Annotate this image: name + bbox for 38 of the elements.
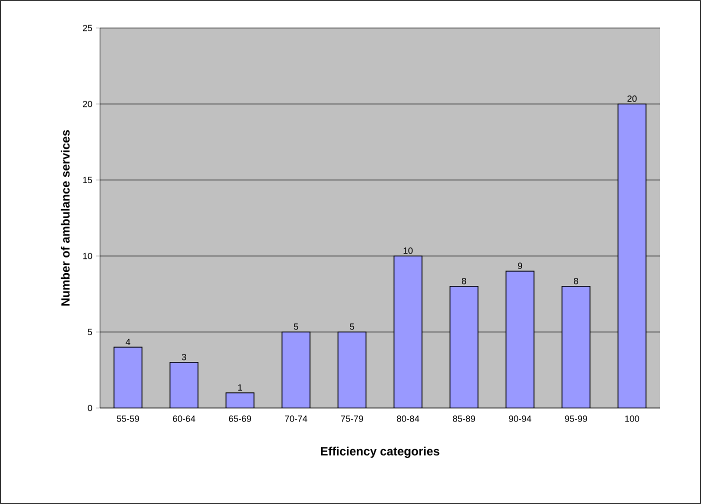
y-tick-label: 10 [83,252,92,260]
bar [394,256,422,408]
x-tick-label: 55-59 [116,416,140,422]
bar [618,104,646,408]
x-axis-title: Efficiency categories [321,446,440,458]
data-label: 10 [404,247,413,254]
data-label: 1 [238,384,242,391]
data-label: 20 [627,95,637,102]
x-tick-label: 60-64 [172,416,196,422]
bar [338,332,366,408]
y-tick-label: 0 [88,404,92,412]
x-tick-label: 95-99 [564,416,588,422]
y-axis-title: Number of ambulance services [60,130,70,306]
data-label: 5 [350,324,354,330]
x-tick-label: 85-89 [452,416,476,422]
data-label: 8 [462,278,466,284]
bar [282,332,310,408]
x-tick-label: 70-74 [284,416,308,422]
y-tick-label: 5 [88,328,92,336]
data-label: 4 [126,338,130,345]
bar [170,362,198,408]
y-tick-label: 20 [82,100,92,108]
x-tick-label: 100 [625,416,640,422]
y-tick-label: 25 [82,24,92,32]
x-tick-label: 80-84 [396,416,420,422]
data-label: 9 [518,262,522,270]
bar [114,346,142,408]
bar [226,392,254,408]
data-label: 3 [182,354,186,360]
x-tick-label: 65-69 [228,416,252,422]
data-label: 5 [294,324,298,330]
bar [450,286,478,408]
bar [506,270,534,408]
y-tick-label: 15 [83,176,92,184]
data-label: 8 [574,278,578,284]
x-tick-label: 90-94 [508,416,532,422]
bar [562,286,590,408]
x-tick-label: 75-79 [340,416,364,422]
